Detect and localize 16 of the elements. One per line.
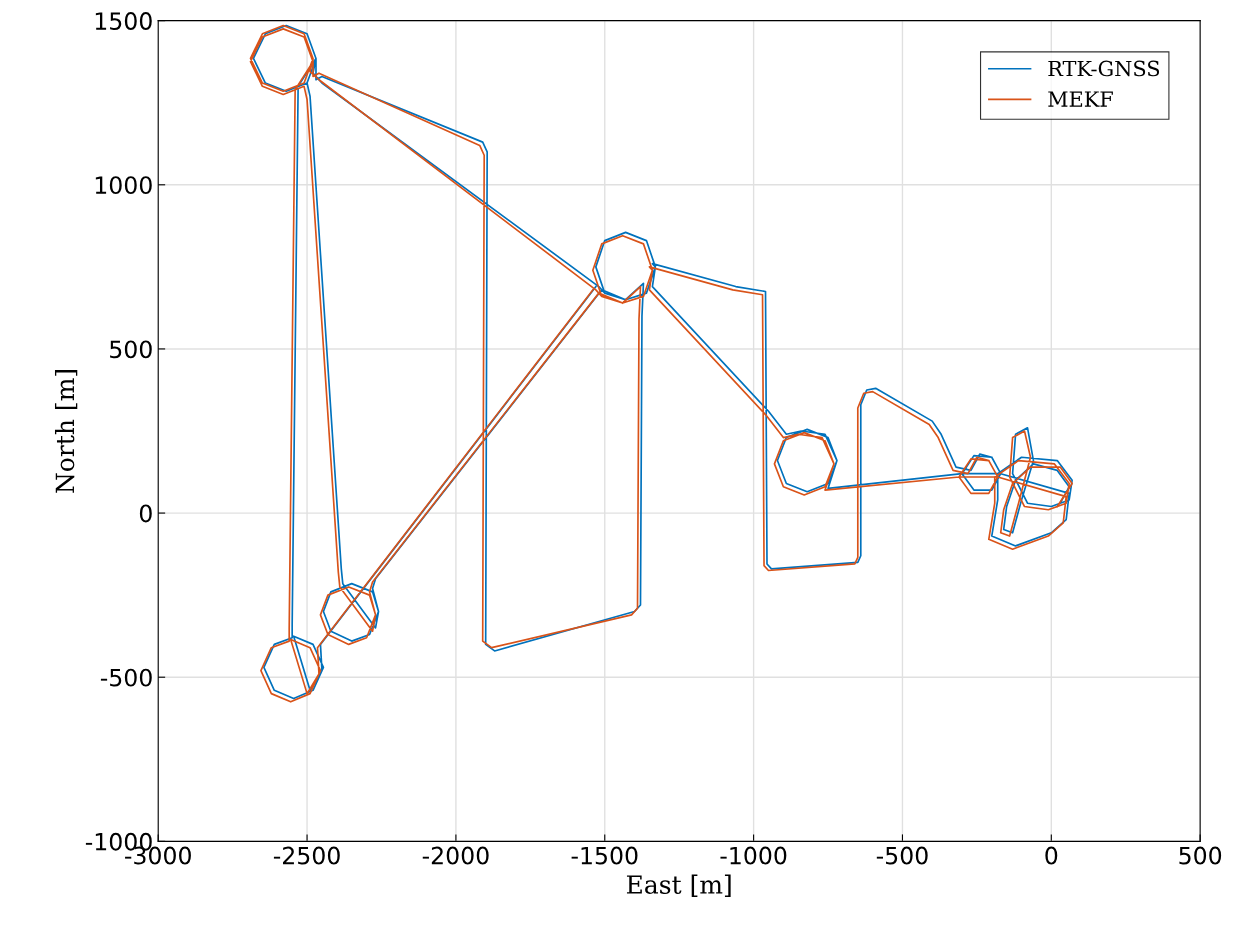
x-tick-label: -1500 [571, 846, 638, 865]
y-tick-label: 0 [139, 504, 152, 523]
x-axis-title: East [m] [626, 874, 731, 897]
y-tick-label: 1500 [95, 12, 152, 30]
y-axis-title: North [m] [54, 370, 78, 493]
x-tick-label: -1000 [720, 846, 787, 865]
legend-label: RTK-GNSS [1048, 60, 1160, 77]
x-tick-label: -2000 [422, 846, 489, 865]
y-tick-label: -500 [100, 668, 152, 687]
x-tick-label: 0 [1045, 846, 1058, 865]
x-tick-label: -2500 [273, 846, 340, 865]
x-tick-label: 500 [1179, 846, 1222, 865]
x-tick-label: -500 [876, 846, 928, 865]
y-tick-label: 500 [110, 340, 152, 359]
y-tick-label: 1000 [95, 176, 152, 195]
legend-label: MEKF [1048, 91, 1113, 107]
